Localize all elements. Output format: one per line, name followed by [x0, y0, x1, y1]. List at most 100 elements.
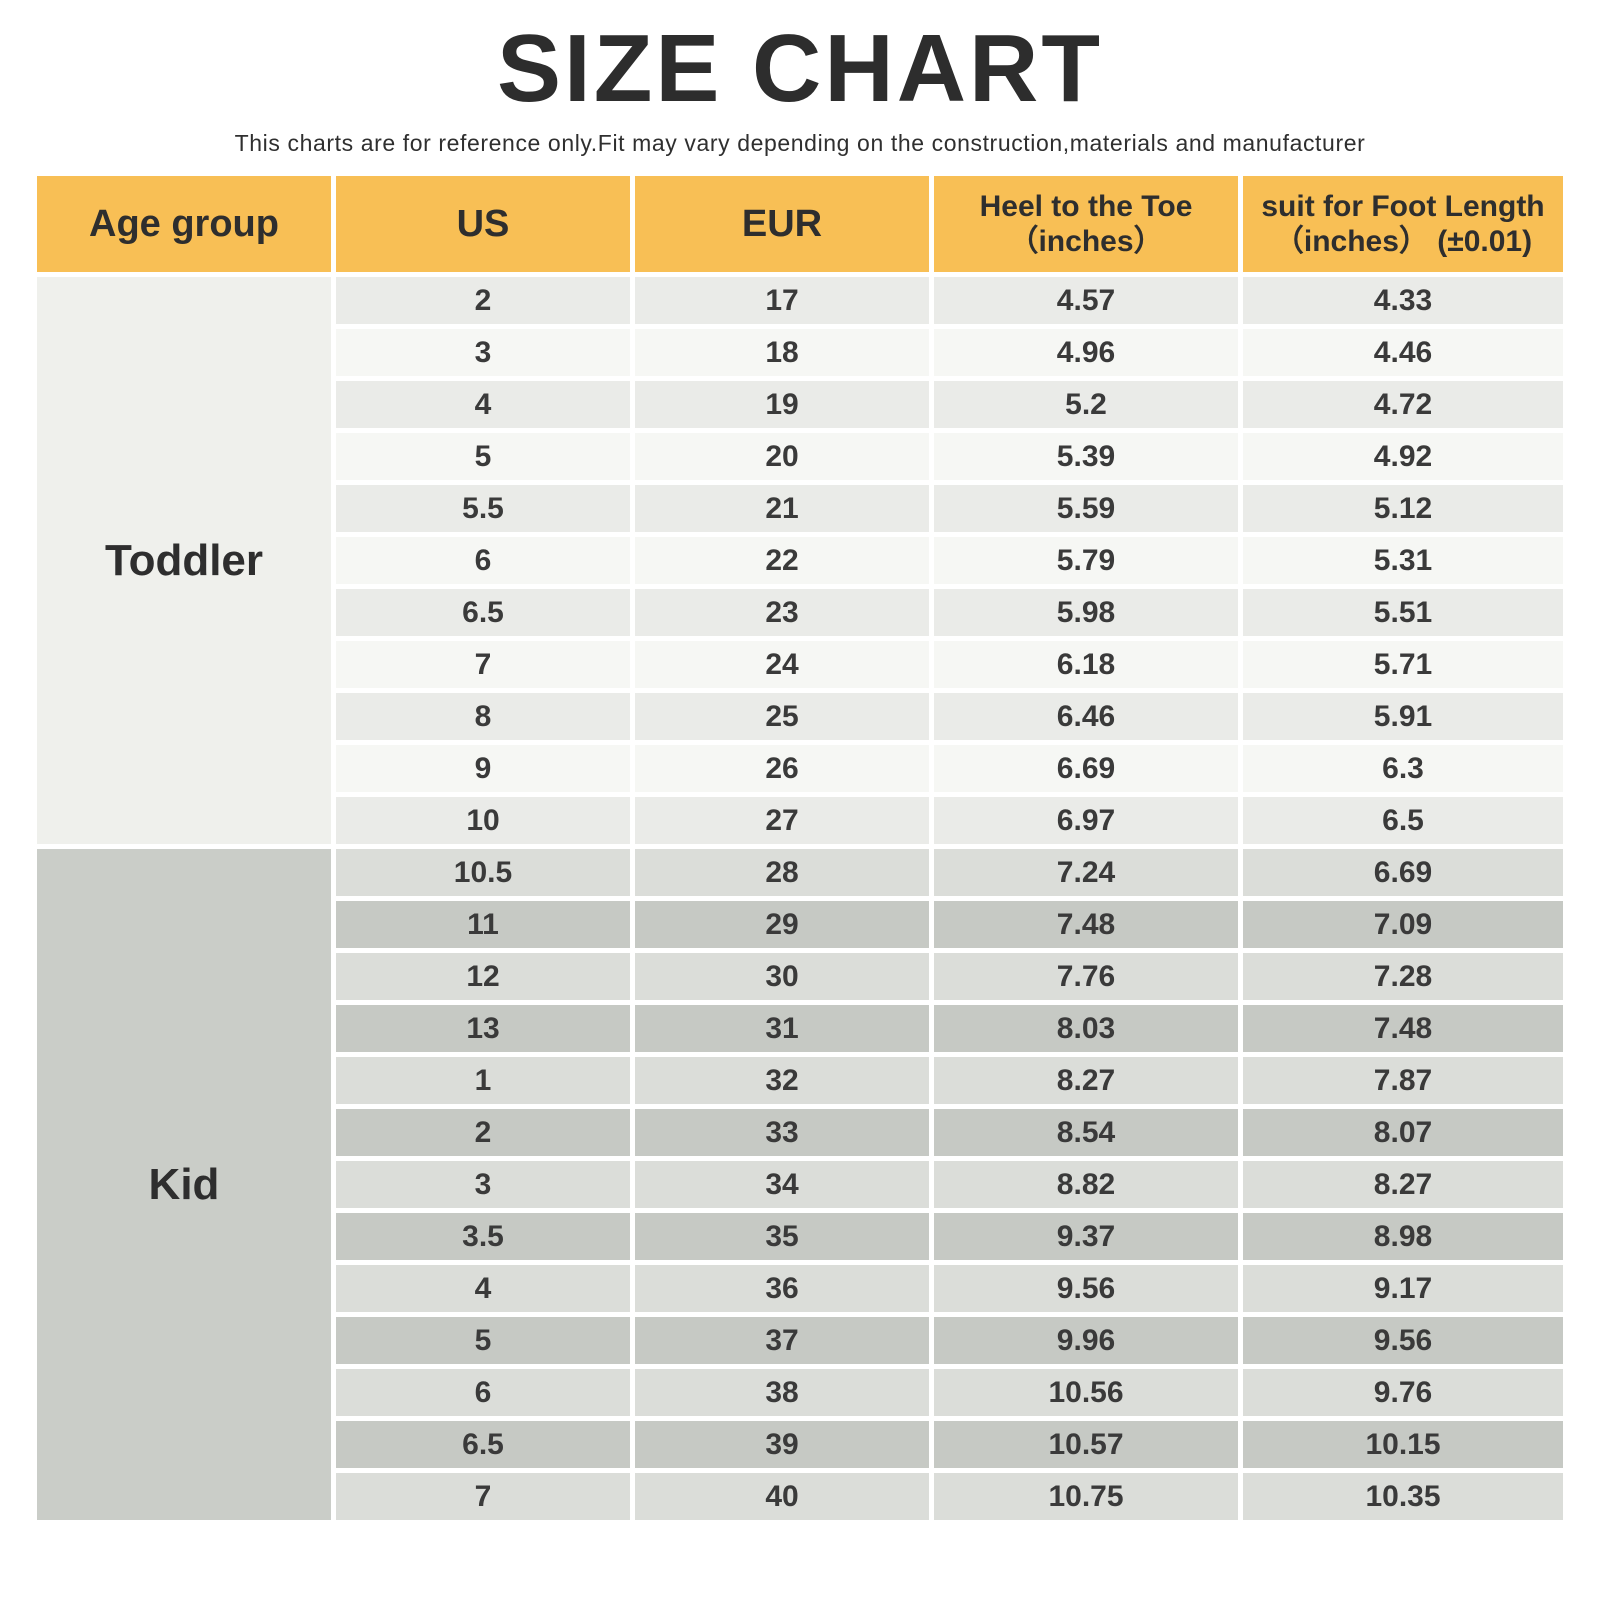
- table-cell: 8.03: [934, 1005, 1238, 1053]
- table-cell: 17: [635, 277, 929, 325]
- table-row: 6.5 23 5.98 5.51: [37, 589, 1563, 637]
- table-cell: 7.76: [934, 953, 1238, 1001]
- table-cell: 10.15: [1243, 1421, 1563, 1469]
- table-cell: 9.56: [934, 1265, 1238, 1313]
- page-title: SIZE CHART: [497, 15, 1103, 122]
- table-cell: 6.3: [1243, 745, 1563, 793]
- table-cell: 7.28: [1243, 953, 1563, 1001]
- table-row: 7 40 10.75 10.35: [37, 1473, 1563, 1521]
- table-cell: 5.91: [1243, 693, 1563, 741]
- table-cell: 26: [635, 745, 929, 793]
- table-row: 3 34 8.82 8.27: [37, 1161, 1563, 1209]
- table-cell: 6.18: [934, 641, 1238, 689]
- header-row: Age group US EUR Heel to the Toe （inches…: [37, 176, 1563, 273]
- table-cell: 9.56: [1243, 1317, 1563, 1365]
- table-cell: 7: [336, 641, 630, 689]
- table-row: 6.5 39 10.57 10.15: [37, 1421, 1563, 1469]
- table-cell: 8.98: [1243, 1213, 1563, 1261]
- table-cell: 13: [336, 1005, 630, 1053]
- table-cell: 9.17: [1243, 1265, 1563, 1313]
- table-row: 8 25 6.46 5.91: [37, 693, 1563, 741]
- table-row: 6 38 10.56 9.76: [37, 1369, 1563, 1417]
- table-cell: 5.98: [934, 589, 1238, 637]
- table-cell: 32: [635, 1057, 929, 1105]
- table-cell: 8.82: [934, 1161, 1238, 1209]
- table-cell: 39: [635, 1421, 929, 1469]
- page-subtitle: This charts are for reference only.Fit m…: [234, 130, 1366, 157]
- table-cell: 5.51: [1243, 589, 1563, 637]
- table-cell: 10.5: [336, 849, 630, 897]
- header-us: US: [336, 176, 630, 273]
- table-row: 11 29 7.48 7.09: [37, 901, 1563, 949]
- table-row: 2 33 8.54 8.07: [37, 1109, 1563, 1157]
- table-cell: 8.27: [934, 1057, 1238, 1105]
- table-cell: 4: [336, 1265, 630, 1313]
- table-row: 3.5 35 9.37 8.98: [37, 1213, 1563, 1261]
- table-cell: 21: [635, 485, 929, 533]
- table-cell: 10: [336, 797, 630, 845]
- header-label: US: [456, 202, 510, 245]
- table-row: 4 36 9.56 9.17: [37, 1265, 1563, 1313]
- table-cell: 8.54: [934, 1109, 1238, 1157]
- header-label: EUR: [741, 202, 823, 245]
- table-cell: 31: [635, 1005, 929, 1053]
- header-age-group: Age group: [37, 176, 331, 273]
- table-cell: 4: [336, 381, 630, 429]
- table-row: 5 20 5.39 4.92: [37, 433, 1563, 481]
- header-label: suit for Foot Length: [1261, 190, 1545, 223]
- table-cell: 8: [336, 693, 630, 741]
- table-cell: 9.37: [934, 1213, 1238, 1261]
- table-row: 10 27 6.97 6.5: [37, 797, 1563, 845]
- table-cell: 25: [635, 693, 929, 741]
- table-cell: 6.5: [336, 589, 630, 637]
- table-cell: 7.87: [1243, 1057, 1563, 1105]
- table-cell: 2: [336, 1109, 630, 1157]
- table-cell: 27: [635, 797, 929, 845]
- table-row: 3 18 4.96 4.46: [37, 329, 1563, 377]
- table-cell: 6.69: [1243, 849, 1563, 897]
- age-group-cell: Kid: [37, 849, 331, 1521]
- table-cell: 29: [635, 901, 929, 949]
- table-cell: 12: [336, 953, 630, 1001]
- table-cell: 3: [336, 1161, 630, 1209]
- table-row: 5 37 9.96 9.56: [37, 1317, 1563, 1365]
- table-row: 12 30 7.76 7.28: [37, 953, 1563, 1001]
- table-cell: 1: [336, 1057, 630, 1105]
- table-cell: 3.5: [336, 1213, 630, 1261]
- table-cell: 9.76: [1243, 1369, 1563, 1417]
- table-cell: 7: [336, 1473, 630, 1521]
- header-label: Age group: [89, 202, 279, 245]
- table-cell: 7.24: [934, 849, 1238, 897]
- table-cell: 2: [336, 277, 630, 325]
- table-cell: 8.07: [1243, 1109, 1563, 1157]
- table-cell: 35: [635, 1213, 929, 1261]
- table-row: 13 31 8.03 7.48: [37, 1005, 1563, 1053]
- table-cell: 30: [635, 953, 929, 1001]
- table-cell: 3: [336, 329, 630, 377]
- table-cell: 5.39: [934, 433, 1238, 481]
- table-cell: 5.31: [1243, 537, 1563, 585]
- table-cell: 19: [635, 381, 929, 429]
- table-row: Toddler 2 17 4.57 4.33: [37, 277, 1563, 845]
- table-cell: 6.5: [1243, 797, 1563, 845]
- table-body: Toddler 2 17 4.57 4.33 3 18 4.96 4.46 4 19 5.2 4.72 5…: [37, 277, 1563, 1521]
- table-cell: 5.71: [1243, 641, 1563, 689]
- table-cell: 7.48: [934, 901, 1238, 949]
- table-cell: 28: [635, 849, 929, 897]
- table-cell: 6.97: [934, 797, 1238, 845]
- table-row: 1 32 8.27 7.87: [37, 1057, 1563, 1105]
- table-cell: 5.79: [934, 537, 1238, 585]
- header-foot-length: suit for Foot Length （inches） (±0.01): [1243, 176, 1563, 273]
- table-cell: 5.12: [1243, 485, 1563, 533]
- header-eur: EUR: [635, 176, 929, 273]
- table-cell: 8.27: [1243, 1161, 1563, 1209]
- table-cell: 5.5: [336, 485, 630, 533]
- table-cell: 23: [635, 589, 929, 637]
- table-row: 4 19 5.2 4.72: [37, 381, 1563, 429]
- table-cell: 38: [635, 1369, 929, 1417]
- header-label: Heel to the Toe: [979, 190, 1193, 223]
- size-chart-sheet: SIZE CHART This charts are for reference…: [32, 0, 1568, 1525]
- table-cell: 4.96: [934, 329, 1238, 377]
- table-cell: 5: [336, 1317, 630, 1365]
